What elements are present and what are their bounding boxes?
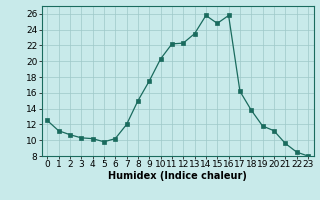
- X-axis label: Humidex (Indice chaleur): Humidex (Indice chaleur): [108, 171, 247, 181]
